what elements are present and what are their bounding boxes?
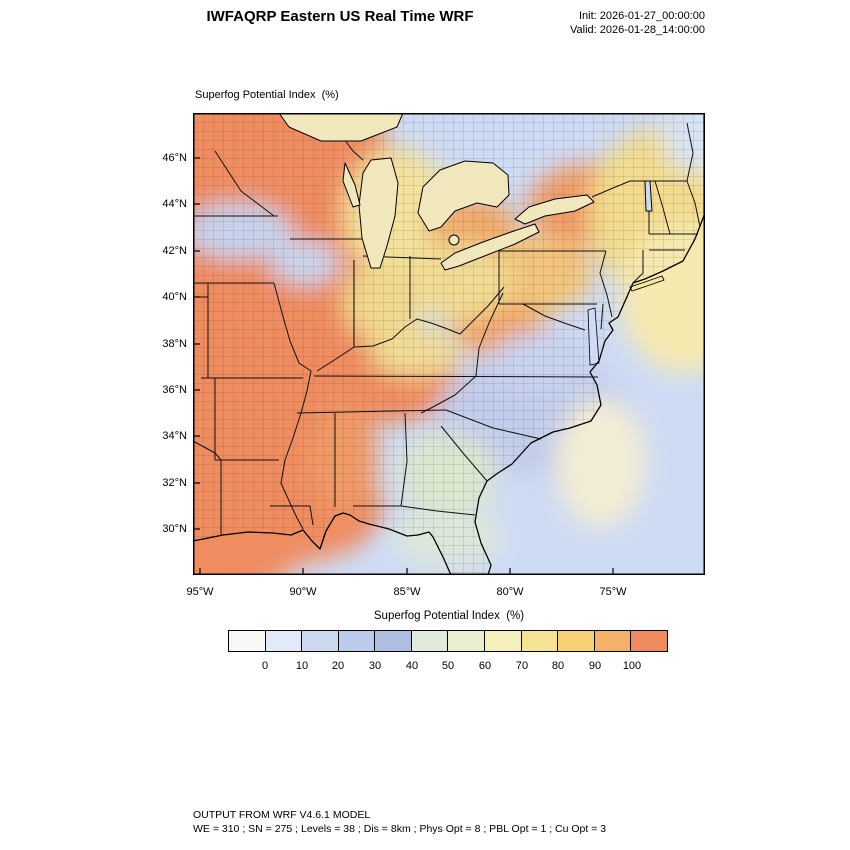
great-lakes	[278, 113, 653, 271]
colorbar-cell	[520, 630, 559, 652]
colorbar	[228, 630, 668, 652]
lon-label-95w: 95°W	[186, 586, 214, 598]
state-borders	[193, 122, 701, 535]
colorbar-cell	[557, 630, 595, 652]
lon-label-80w: 80°W	[496, 586, 524, 598]
colorbar-cell	[264, 630, 303, 652]
colorbar-cell	[374, 630, 412, 652]
colorbar-cell	[301, 630, 339, 652]
lat-label-36n: 36°N	[162, 384, 187, 396]
county-grid	[193, 113, 705, 575]
colorbar-tick-100: 100	[622, 660, 642, 672]
coastline	[193, 212, 705, 575]
lat-label-30n: 30°N	[162, 523, 187, 535]
lat-label-38n: 38°N	[162, 338, 187, 350]
colorbar-tick-30: 30	[368, 660, 382, 672]
lat-label-32n: 32°N	[162, 477, 187, 489]
panel-label: Superfog Potential Index (%)	[195, 89, 339, 101]
run-info: Init: 2026-01-27_00:00:00 Valid: 2026-01…	[505, 9, 705, 37]
lat-label-40n: 40°N	[162, 291, 187, 303]
footer-config-line: WE = 310 ; SN = 275 ; Levels = 38 ; Dis …	[193, 823, 607, 835]
colorbar-title: Superfog Potential Index (%)	[373, 610, 525, 622]
footer: OUTPUT FROM WRF V4.6.1 MODEL WE = 310 ; …	[193, 808, 606, 836]
valid-time: Valid: 2026-01-28_14:00:00	[570, 24, 705, 36]
map-canvas	[193, 113, 705, 575]
colorbar-tick-70: 70	[515, 660, 529, 672]
colorbar-cell	[484, 630, 522, 652]
lat-label-42n: 42°N	[162, 245, 187, 257]
lat-label-44n: 44°N	[162, 198, 187, 210]
init-time: Init: 2026-01-27_00:00:00	[579, 10, 705, 22]
colorbar-cell	[447, 630, 486, 652]
map-panel	[193, 113, 705, 575]
plot-title: IWFAQRP Eastern US Real Time WRF	[206, 8, 474, 25]
colorbar-cell	[228, 630, 266, 652]
map-frame	[193, 113, 705, 575]
lon-label-90w: 90°W	[289, 586, 317, 598]
colorbar-cell	[337, 630, 376, 652]
colorbar-cell	[410, 630, 449, 652]
lon-label-85w: 85°W	[393, 586, 421, 598]
colorbar-cell	[630, 630, 668, 652]
colorbar-tick-0: 0	[261, 660, 269, 672]
colorbar-tick-90: 90	[588, 660, 602, 672]
colorbar-cell	[593, 630, 632, 652]
colorbar-tick-20: 20	[331, 660, 345, 672]
lat-label-34n: 34°N	[162, 430, 187, 442]
lon-label-75w: 75°W	[599, 586, 627, 598]
lat-label-46n: 46°N	[162, 152, 187, 164]
coastal-waters	[587, 275, 665, 366]
colorbar-tick-40: 40	[405, 660, 419, 672]
colorbar-tick-10: 10	[295, 660, 309, 672]
colorbar-tick-60: 60	[478, 660, 492, 672]
colorbar-tick-50: 50	[441, 660, 455, 672]
colorbar-tick-80: 80	[551, 660, 565, 672]
footer-model-line: OUTPUT FROM WRF V4.6.1 MODEL	[193, 809, 371, 821]
